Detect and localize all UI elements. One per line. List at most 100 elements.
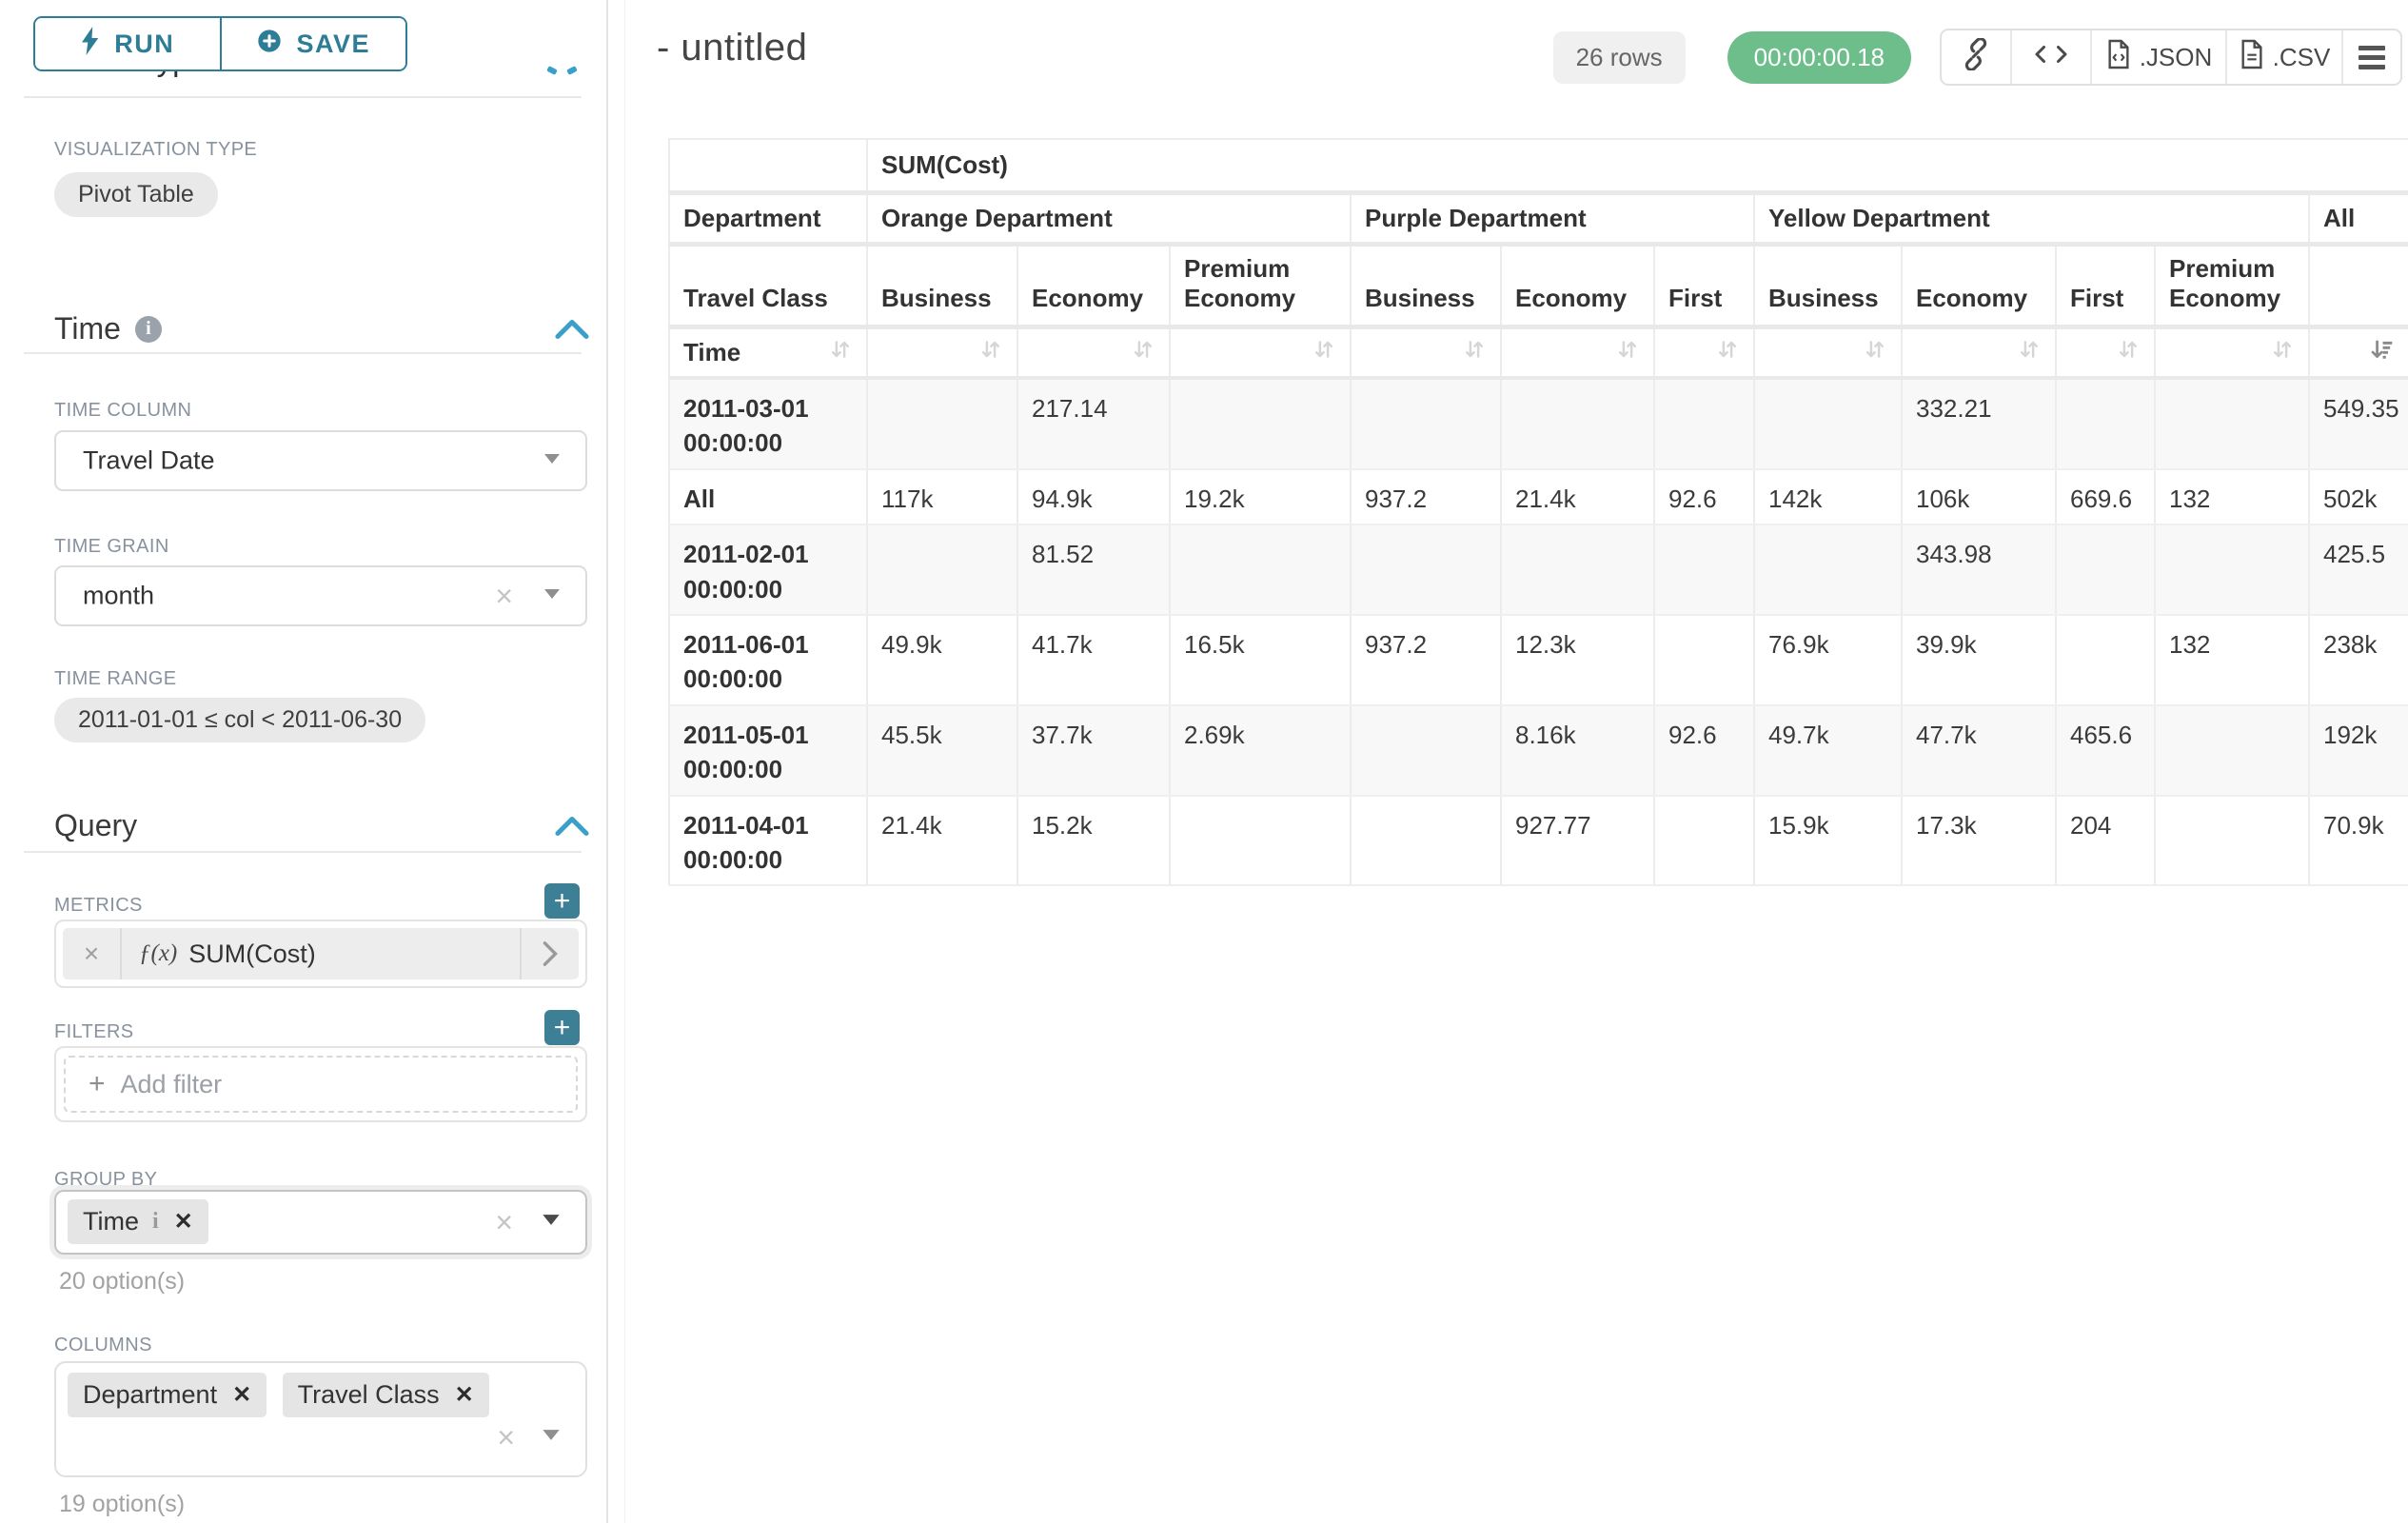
time-grain-select[interactable]: month × [54,565,587,626]
time-column-select[interactable]: Travel Date [54,430,587,491]
pivot-cell: 217.14 [1017,378,1171,470]
caret-down-icon[interactable] [542,1429,561,1446]
caret-down-icon[interactable] [543,587,561,604]
sort-icon[interactable] [1312,337,1336,368]
pivot-table: SUM(Cost) Department Orange Department Purp… [668,138,2408,887]
sort-icon[interactable] [1131,337,1155,368]
pivot-row-label: 2011-02-01 00:00:00 [669,524,868,616]
pivot-sort-cell [1754,326,1903,380]
pivot-cell: 238k [2309,614,2408,706]
query-section-header: Query [54,808,137,843]
scrollbar-gutter[interactable] [624,0,625,1523]
group-by-chip-time[interactable]: Time i ✕ [68,1199,208,1244]
clear-icon[interactable]: × [497,1420,515,1454]
pivot-cell: 47.7k [1902,704,2057,797]
control-panel-sidebar: Chart Type RUN SAVE VISUALIZATION TYPE P… [0,0,626,1523]
columns-chip-department[interactable]: Department ✕ [68,1373,267,1417]
clear-icon[interactable]: × [495,1205,513,1239]
remove-chip-icon[interactable]: ✕ [454,1382,474,1408]
chart-type-collapse-chevron-icon[interactable] [566,66,578,75]
pivot-sort-cell [2155,326,2310,380]
pivot-department-label: Department [669,192,868,247]
pivot-row-label: 2011-05-01 00:00:00 [669,704,868,797]
pivot-travel-class-label: Travel Class [669,244,868,329]
sort-descending-icon[interactable] [2370,337,2395,368]
clear-icon[interactable]: × [495,579,513,613]
caret-down-icon[interactable] [543,452,561,469]
chart-title[interactable]: - untitled [657,27,808,69]
pivot-cell: 92.6 [1654,704,1755,797]
sort-icon[interactable] [2116,337,2141,368]
sort-icon[interactable] [1863,337,1887,368]
add-filter-button[interactable]: + [544,1010,580,1045]
pivot-cell [1654,524,1755,616]
time-column-value: Travel Date [83,445,215,475]
divider [24,851,582,853]
run-button-label: RUN [114,29,175,58]
pivot-header-metric-row: SUM(Cost) [669,139,2408,195]
time-section-title: Time [54,311,121,346]
metric-chip[interactable]: × ƒ(x) SUM(Cost) [63,928,579,979]
pivot-travel-class-header: Premium Economy [2155,244,2310,329]
view-query-button[interactable] [2010,30,2090,84]
chevron-right-icon[interactable] [520,928,579,979]
sort-icon[interactable] [2017,337,2042,368]
run-button[interactable]: RUN [35,18,220,69]
chart-type-collapse-chevron-icon[interactable] [546,66,558,75]
pivot-cell: 76.9k [1754,614,1903,706]
sort-icon[interactable] [1615,337,1640,368]
sort-icon[interactable] [828,337,853,368]
remove-chip-icon[interactable]: ✕ [232,1382,252,1408]
pivot-cell [1351,524,1502,616]
pivot-table-container: SUM(Cost) Department Orange Department Purp… [668,138,2408,887]
pivot-cell [867,378,1018,470]
save-button-label: SAVE [296,29,371,58]
time-range-value[interactable]: 2011-01-01 ≤ col < 2011-06-30 [54,698,426,742]
add-filter-dropzone[interactable]: + Add filter [64,1056,578,1113]
pivot-cell: 142k [1754,468,1903,526]
visualization-type-label: VISUALIZATION TYPE [54,139,258,160]
query-section-collapse-chevron-icon[interactable] [555,816,589,841]
metric-name: SUM(Cost) [188,939,316,968]
pivot-data-row: 2011-02-01 00:00:00 81.52 343.98 425.5 [669,524,2408,616]
pivot-data-row: 2011-05-01 00:00:00 45.5k 37.7k 2.69k 8.16k 9… [669,704,2408,797]
metrics-container: × ƒ(x) SUM(Cost) [54,920,587,988]
columns-select[interactable]: Department ✕ Travel Class ✕ × [54,1361,587,1477]
remove-metric-icon[interactable]: × [63,928,122,979]
time-grain-label: TIME GRAIN [54,536,169,557]
pivot-travel-class-header: Economy [1017,244,1171,329]
sort-icon[interactable] [2270,337,2295,368]
pivot-travel-class-header: Business [1351,244,1502,329]
pivot-header-travel-class-row: Travel Class Business Economy Premium Econo… [669,244,2408,329]
time-range-label: TIME RANGE [54,668,177,689]
pivot-cell: 12.3k [1501,614,1655,706]
caret-down-icon[interactable] [542,1214,561,1231]
save-button[interactable]: SAVE [219,18,405,69]
pivot-cell [1170,795,1352,887]
pivot-cell [1754,524,1903,616]
row-count-badge: 26 rows [1552,30,1686,84]
sort-icon[interactable] [1462,337,1487,368]
visualization-type-value[interactable]: Pivot Table [54,172,218,217]
chip-label: Department [83,1380,218,1409]
group-by-select[interactable]: Time i ✕ × [54,1190,587,1255]
pivot-cell [1170,524,1352,616]
pivot-cell: 332.21 [1902,378,2057,470]
time-section-collapse-chevron-icon[interactable] [555,319,589,345]
more-options-button[interactable] [2341,30,2400,84]
pivot-cell [2056,614,2156,706]
sort-icon[interactable] [1715,337,1740,368]
query-timer-badge: 00:00:00.18 [1727,30,1911,84]
function-icon: ƒ(x) [139,940,178,966]
sidebar-border [606,0,608,1523]
hamburger-menu-icon [2359,45,2385,69]
add-metric-button[interactable]: + [544,883,580,919]
remove-chip-icon[interactable]: ✕ [173,1209,193,1235]
sort-icon[interactable] [978,337,1003,368]
pivot-cell [1351,378,1502,470]
columns-chip-travel-class[interactable]: Travel Class ✕ [282,1373,489,1417]
pivot-data-row: All 117k 94.9k 19.2k 937.2 21.4k 92.6 142k 106k 6… [669,468,2408,526]
share-link-button[interactable] [1942,30,2010,84]
export-json-button[interactable]: .JSON [2090,30,2225,84]
export-csv-button[interactable]: .CSV [2225,30,2341,84]
